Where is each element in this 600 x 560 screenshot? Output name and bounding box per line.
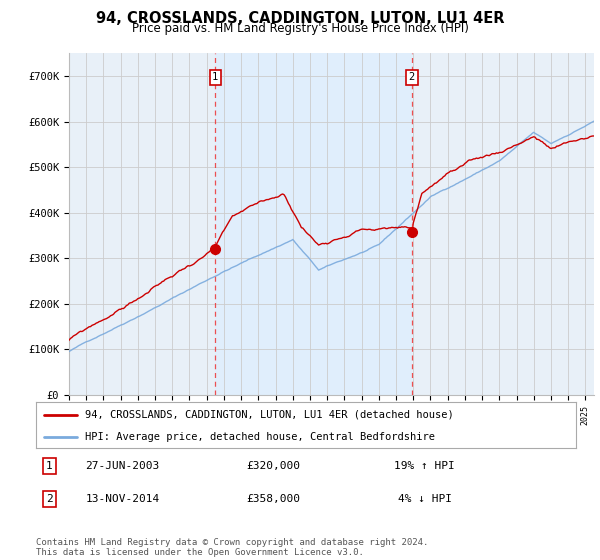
Text: 1: 1 xyxy=(46,461,53,471)
Text: HPI: Average price, detached house, Central Bedfordshire: HPI: Average price, detached house, Cent… xyxy=(85,432,434,441)
Text: 94, CROSSLANDS, CADDINGTON, LUTON, LU1 4ER (detached house): 94, CROSSLANDS, CADDINGTON, LUTON, LU1 4… xyxy=(85,410,454,420)
Text: 2: 2 xyxy=(46,494,53,504)
Text: Contains HM Land Registry data © Crown copyright and database right 2024.
This d: Contains HM Land Registry data © Crown c… xyxy=(36,538,428,557)
Text: 1: 1 xyxy=(212,72,218,82)
Text: 27-JUN-2003: 27-JUN-2003 xyxy=(85,461,160,471)
Text: £358,000: £358,000 xyxy=(247,494,301,504)
Bar xyxy=(215,53,412,395)
Text: 19% ↑ HPI: 19% ↑ HPI xyxy=(394,461,455,471)
Text: 2: 2 xyxy=(409,72,415,82)
Text: 94, CROSSLANDS, CADDINGTON, LUTON, LU1 4ER: 94, CROSSLANDS, CADDINGTON, LUTON, LU1 4… xyxy=(96,11,504,26)
Text: 4% ↓ HPI: 4% ↓ HPI xyxy=(398,494,452,504)
Text: 13-NOV-2014: 13-NOV-2014 xyxy=(85,494,160,504)
Text: Price paid vs. HM Land Registry's House Price Index (HPI): Price paid vs. HM Land Registry's House … xyxy=(131,22,469,35)
Text: £320,000: £320,000 xyxy=(247,461,301,471)
